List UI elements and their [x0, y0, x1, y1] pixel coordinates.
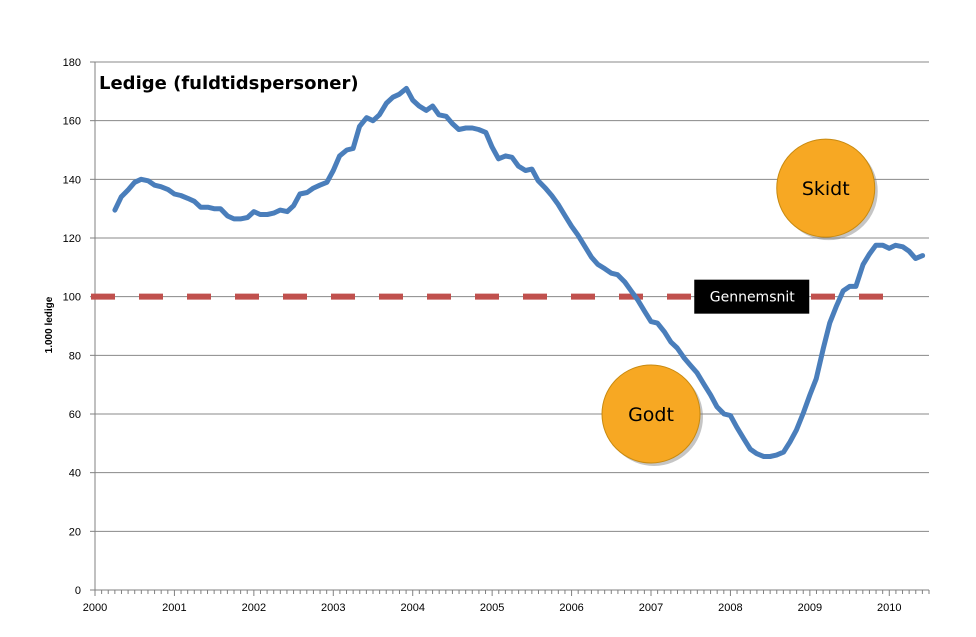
x-tick-label: 2007 — [639, 602, 663, 614]
x-tick-label: 2006 — [559, 602, 583, 614]
y-tick-label: 20 — [69, 526, 81, 538]
y-tick-label: 40 — [69, 468, 81, 480]
chart-title: Ledige (fuldtidspersoner) — [99, 73, 359, 94]
series-group — [112, 85, 926, 459]
y-axis-label: 1.000 ledige — [44, 296, 55, 353]
annotations: Gennemsnit Skidt Godt — [601, 138, 878, 466]
bubble-skidt-label: Skidt — [802, 178, 850, 200]
x-tick-label: 2002 — [242, 602, 266, 614]
x-tick-label: 2010 — [877, 602, 901, 614]
y-tick-label: 60 — [69, 409, 81, 421]
y-tick-label: 80 — [69, 350, 81, 362]
y-tick-label: 140 — [63, 174, 81, 186]
y-tick-labels: 0 20 40 60 80 100 120 140 160 180 — [63, 57, 81, 597]
x-tick-label: 2001 — [162, 602, 186, 614]
axes — [90, 61, 930, 596]
bubble-godt — [601, 364, 701, 464]
x-tick-label: 2004 — [400, 602, 424, 614]
x-tick-label: 2005 — [480, 602, 504, 614]
y-tick-label: 180 — [63, 57, 81, 69]
average-label-box — [694, 279, 810, 314]
bubble-skidt — [776, 138, 876, 238]
average-label: Gennemsnit — [710, 290, 796, 306]
series-line-ledige — [112, 85, 926, 459]
y-tick-label: 0 — [75, 585, 81, 597]
y-tick-label: 160 — [63, 116, 81, 128]
x-tick-label: 2009 — [798, 602, 822, 614]
x-tick-label: 2003 — [321, 602, 345, 614]
x-tick-labels: 2000 2001 2002 2003 2004 2005 2006 2007 2008 2009… — [83, 602, 902, 614]
y-tick-label: 100 — [63, 292, 81, 304]
y-tick-label: 120 — [63, 233, 81, 245]
x-tick-label: 2000 — [83, 602, 107, 614]
x-tick-label: 2008 — [718, 602, 742, 614]
bubble-godt-label: Godt — [628, 404, 674, 426]
